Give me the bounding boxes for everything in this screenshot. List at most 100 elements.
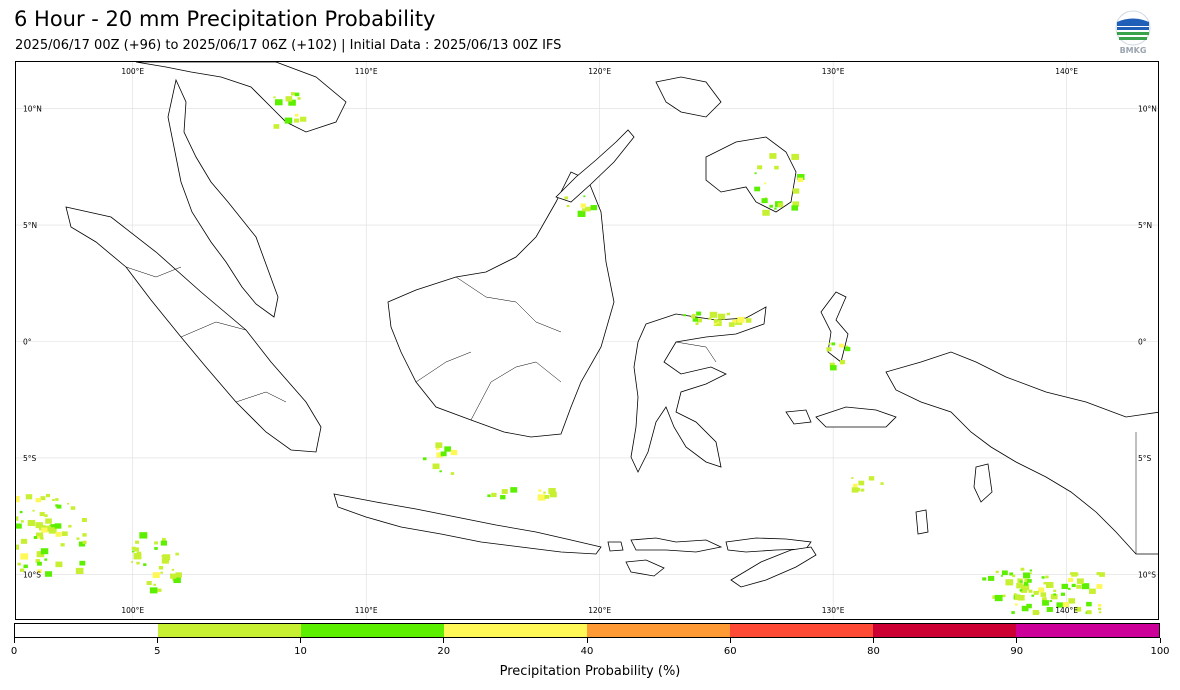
probability-cell	[713, 318, 718, 322]
probability-cell	[35, 559, 41, 563]
probability-cell	[851, 477, 854, 479]
probability-cell	[35, 522, 43, 529]
probability-cell	[143, 563, 147, 566]
probability-cell	[737, 316, 745, 323]
probability-cell	[838, 343, 844, 348]
probability-cell	[440, 451, 447, 457]
probability-cell	[1062, 602, 1070, 608]
probability-cell	[791, 153, 800, 160]
probability-cell	[845, 345, 849, 348]
colorbar-segment	[158, 624, 301, 637]
probability-cell	[852, 483, 858, 488]
probability-cell	[20, 538, 28, 544]
lat-label-left: 10°N	[23, 105, 42, 114]
probability-cell	[829, 362, 835, 367]
colorbar-tick-label: 5	[154, 646, 161, 657]
probability-cell	[67, 502, 70, 505]
probability-cell	[1021, 605, 1029, 612]
probability-cell	[777, 202, 784, 208]
axis-labels: 100°E 100°E 110°E 110°E 120°E 120°E 130°E 130°E…	[23, 67, 1157, 615]
probability-cell	[161, 557, 169, 564]
probability-cell	[16, 516, 19, 521]
probability-cell	[16, 496, 20, 503]
probability-cell	[1020, 567, 1025, 571]
land-indochina	[135, 62, 347, 133]
probability-cell	[792, 188, 800, 194]
probability-cell	[37, 569, 42, 573]
probability-cell	[139, 532, 148, 539]
probability-cell	[826, 347, 832, 352]
lat-label-left: 0°	[23, 338, 32, 347]
probability-cell	[1071, 572, 1077, 577]
probability-cell	[160, 571, 163, 574]
probability-cell	[995, 570, 999, 574]
probability-cell	[16, 544, 19, 550]
probability-cell	[992, 595, 997, 599]
probability-cell	[580, 203, 586, 208]
land-aru	[973, 463, 993, 503]
probability-cell	[290, 92, 296, 96]
lat-label-right: 5°N	[1138, 221, 1152, 230]
probability-cell	[152, 572, 160, 579]
probability-cell	[436, 452, 443, 458]
probability-cell	[1053, 589, 1057, 592]
probability-cell	[1020, 587, 1028, 593]
probability-cell	[988, 575, 995, 581]
probability-cell	[45, 493, 51, 498]
probability-cell	[564, 196, 569, 200]
probability-cell	[764, 182, 767, 185]
land-new-guinea	[885, 351, 1158, 555]
probability-cell	[860, 488, 865, 492]
probability-cell	[40, 496, 46, 501]
land-java	[333, 493, 602, 555]
probability-cell	[1005, 579, 1014, 586]
probability-cell	[830, 365, 837, 371]
probability-cell	[20, 553, 29, 560]
lon-label-top: 100°E	[121, 67, 144, 76]
probability-cell	[70, 506, 76, 510]
colorbar-tick	[300, 638, 301, 643]
probability-cell	[732, 319, 737, 323]
probability-cell	[1043, 582, 1047, 585]
colorbar-tick	[443, 638, 445, 643]
probability-cell	[566, 204, 570, 208]
probability-cell	[839, 359, 846, 364]
probability-cell	[708, 317, 712, 320]
probability-cell	[1053, 593, 1056, 596]
probability-cell	[45, 571, 53, 577]
probability-cell	[55, 504, 59, 507]
probability-cell	[54, 523, 62, 529]
probability-cell	[273, 96, 276, 99]
lon-label-top: 130°E	[822, 67, 845, 76]
lon-label-top: 140°E	[1055, 67, 1078, 76]
probability-cell	[154, 547, 158, 550]
colorbar-tick	[1016, 638, 1018, 643]
probability-cell	[844, 346, 851, 352]
colorbar-segment	[730, 624, 873, 637]
probability-cell	[171, 568, 175, 571]
probability-cell	[1012, 574, 1016, 578]
colorbar-tick-label: 10	[294, 646, 307, 657]
probability-cell	[41, 527, 48, 533]
probability-cell	[284, 117, 293, 124]
probability-cell	[487, 494, 491, 498]
probability-cell	[754, 172, 757, 175]
probability-cell	[1026, 603, 1032, 609]
probability-cell	[19, 510, 23, 514]
probability-cell	[444, 446, 451, 452]
probability-cell	[175, 572, 182, 578]
probability-cell	[1040, 592, 1047, 597]
probability-cell	[1099, 572, 1105, 577]
probability-cell	[33, 536, 38, 539]
probability-cell	[1098, 607, 1102, 611]
lon-label-bottom: 120°E	[588, 606, 611, 615]
probability-cell	[1029, 569, 1033, 572]
admin-boundaries	[125, 266, 1137, 554]
probability-cell	[160, 540, 168, 546]
probability-cell	[1002, 594, 1006, 598]
land-seram	[815, 406, 897, 428]
probability-cell	[131, 550, 135, 553]
colorbar-segment	[15, 624, 158, 637]
land-lombok-sumbawa	[630, 537, 723, 553]
probability-cell	[55, 531, 62, 537]
